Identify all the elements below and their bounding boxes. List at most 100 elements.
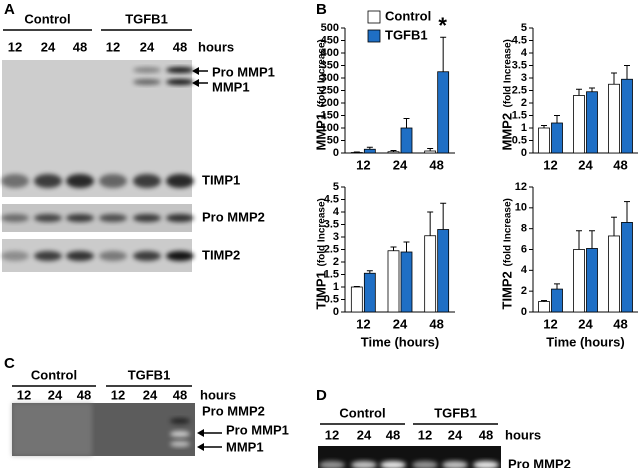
error-bar bbox=[403, 118, 410, 128]
error-bar bbox=[440, 36, 447, 72]
blot-band bbox=[473, 461, 499, 468]
error-bar bbox=[624, 65, 630, 80]
error-bar bbox=[440, 202, 447, 230]
y-axis-unit: (fold Increase) bbox=[317, 39, 328, 107]
bar bbox=[586, 91, 598, 154]
x-tick-label: 24 bbox=[393, 157, 408, 172]
band-label: Pro MMP2 bbox=[202, 209, 265, 224]
x-axis-label: Time (hours) bbox=[361, 334, 440, 349]
y-axis-unit: (fold Increase) bbox=[503, 198, 514, 266]
blot-band bbox=[380, 461, 406, 468]
blot-band bbox=[99, 174, 127, 188]
blot-band bbox=[166, 214, 194, 222]
y-tick-label: 3 bbox=[521, 72, 527, 84]
error-bar bbox=[403, 241, 410, 252]
y-tick-label: 0 bbox=[521, 306, 527, 318]
blot-band bbox=[34, 251, 62, 261]
y-tick-label: 4.5 bbox=[512, 34, 527, 46]
y-tick-label: 0 bbox=[521, 147, 527, 159]
lane-label: 24 bbox=[448, 427, 463, 442]
error-bar bbox=[589, 230, 595, 249]
error-bar bbox=[390, 246, 397, 251]
blot-band bbox=[99, 214, 127, 222]
group-label: Control bbox=[31, 367, 77, 382]
unit-label: hours bbox=[200, 387, 236, 402]
blot bbox=[2, 204, 192, 232]
blot-band bbox=[166, 79, 194, 85]
blot-band bbox=[442, 461, 468, 468]
y-tick-label: 0 bbox=[333, 147, 339, 159]
y-tick-label: 150 bbox=[321, 109, 339, 121]
error-bar bbox=[541, 125, 547, 128]
y-tick-label: 100 bbox=[321, 122, 339, 134]
bar bbox=[350, 152, 363, 154]
bar bbox=[350, 286, 363, 313]
y-tick-label: 4.5 bbox=[324, 193, 339, 205]
y-tick-label: 1 bbox=[521, 122, 527, 134]
group-label: Control bbox=[339, 405, 385, 420]
x-axis-label: Time (hours) bbox=[546, 334, 625, 349]
band-label: Pro MMP2 bbox=[202, 403, 265, 418]
y-tick-label: 300 bbox=[321, 72, 339, 84]
blot-band bbox=[133, 79, 161, 85]
band-label: TIMP1 bbox=[202, 172, 240, 187]
bar bbox=[608, 235, 620, 313]
y-axis-label: MMP1 bbox=[313, 113, 328, 151]
bar bbox=[400, 127, 413, 154]
y-tick-label: 3.5 bbox=[512, 59, 527, 71]
error-bar bbox=[427, 211, 434, 236]
error-bar bbox=[427, 148, 434, 151]
panel-label: D bbox=[316, 387, 327, 404]
blot-band bbox=[1, 251, 29, 261]
unit-label: hours bbox=[505, 427, 541, 442]
y-axis-label: TIMP2 bbox=[499, 271, 514, 309]
bar bbox=[608, 83, 620, 154]
error-bar bbox=[576, 230, 582, 250]
blot-band bbox=[351, 461, 377, 468]
error-bar bbox=[611, 216, 617, 236]
blot-band bbox=[1, 174, 29, 188]
y-tick-label: 4 bbox=[333, 206, 340, 218]
x-tick-label: 48 bbox=[429, 316, 443, 331]
y-tick-label: 5 bbox=[333, 181, 339, 193]
band-label: Pro MMP1 bbox=[226, 422, 289, 437]
lane-label: 48 bbox=[173, 387, 187, 402]
blot-band bbox=[170, 441, 190, 447]
blot-band bbox=[166, 67, 194, 73]
y-tick-label: 1.5 bbox=[324, 268, 339, 280]
blot-band bbox=[133, 214, 161, 222]
bar bbox=[424, 235, 437, 313]
blot-band bbox=[170, 418, 190, 424]
lane-label: 12 bbox=[325, 427, 339, 442]
y-tick-label: 2 bbox=[521, 97, 527, 109]
bar bbox=[363, 148, 376, 154]
x-tick-label: 12 bbox=[356, 157, 370, 172]
blot-band bbox=[66, 214, 94, 222]
y-tick-label: 0 bbox=[333, 306, 339, 318]
blot bbox=[2, 239, 192, 272]
y-tick-label: 2 bbox=[333, 256, 339, 268]
blot-band bbox=[66, 174, 94, 188]
blot-band bbox=[34, 174, 62, 188]
bar bbox=[387, 151, 400, 154]
group-label: TGFB1 bbox=[128, 367, 171, 382]
blot-band bbox=[412, 461, 438, 468]
bar bbox=[424, 150, 437, 154]
y-tick-label: 10 bbox=[515, 202, 527, 214]
blot-haze bbox=[12, 403, 92, 456]
bar bbox=[621, 78, 633, 154]
x-tick-label: 24 bbox=[578, 316, 593, 331]
lane-label: 12 bbox=[8, 39, 22, 54]
blot-band bbox=[170, 431, 190, 437]
blot bbox=[2, 60, 192, 197]
blot-band bbox=[133, 67, 161, 73]
bar bbox=[573, 249, 585, 313]
error-bar bbox=[576, 88, 582, 96]
bar bbox=[363, 272, 376, 313]
lane-label: 12 bbox=[106, 39, 120, 54]
blot-band bbox=[66, 251, 94, 261]
y-axis-label: TIMP1 bbox=[313, 271, 328, 309]
lane-label: 48 bbox=[73, 39, 87, 54]
blot-band bbox=[99, 251, 127, 261]
